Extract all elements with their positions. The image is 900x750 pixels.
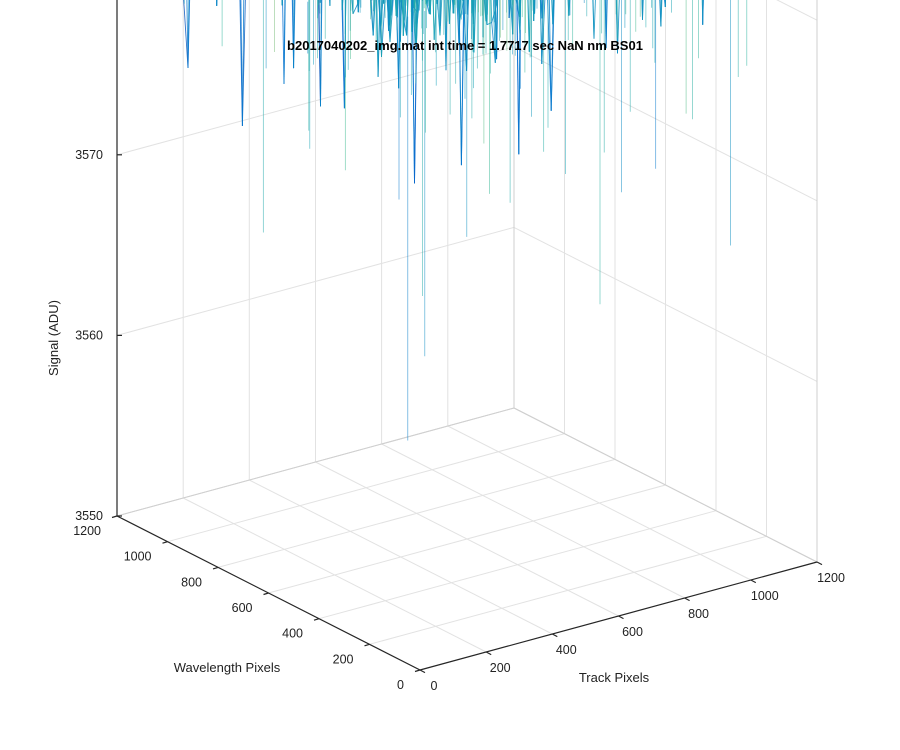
surface-line [241,0,245,126]
surface-line [281,0,283,6]
surface-line [320,0,322,107]
surface-line [216,0,218,6]
surface-line [187,0,190,69]
surface-line [317,0,321,107]
surface-line [293,0,295,69]
grid-line [167,433,565,543]
grid-line [217,458,616,568]
surface-line [187,0,191,69]
box-edge [116,407,515,517]
surface-line [216,0,218,6]
surface-mesh [183,0,748,441]
surface-line [186,0,189,69]
surface-line [282,0,285,84]
surface-line [508,0,512,19]
grid-line [369,535,767,645]
surface-line [216,0,218,6]
surface-line [283,0,286,84]
grid-line [318,510,717,620]
surface-line [183,0,189,69]
box-edge [513,407,818,563]
surface-line [239,0,243,126]
grid-layer [116,0,818,671]
grid-line [268,484,666,594]
surface-line [291,0,295,69]
surface-line [281,0,283,6]
surface-line [292,0,295,69]
